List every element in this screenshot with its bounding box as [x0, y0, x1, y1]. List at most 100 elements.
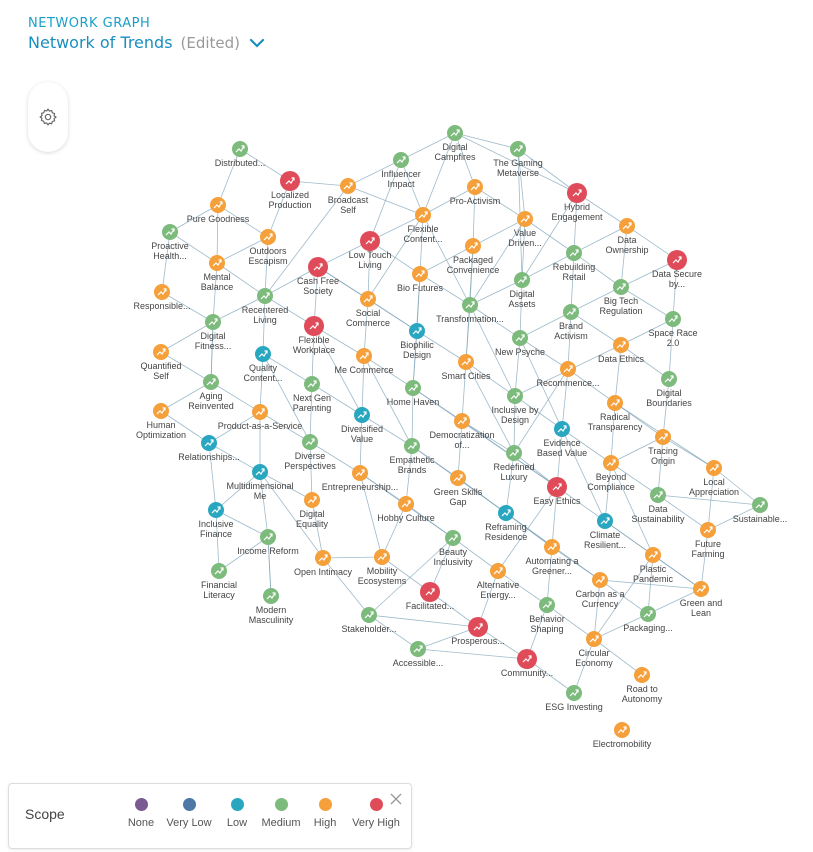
graph-node[interactable]: Brand Activism — [554, 304, 588, 341]
graph-node[interactable]: Big Tech Regulation — [599, 279, 643, 316]
graph-title-selector[interactable]: Network of Trends (Edited) — [28, 33, 266, 52]
graph-node[interactable]: Democratization of... — [429, 413, 495, 450]
node-circle[interactable] — [586, 631, 602, 647]
node-circle[interactable] — [208, 502, 224, 518]
graph-node[interactable]: Inclusive by Design — [491, 388, 539, 425]
node-circle[interactable] — [260, 229, 276, 245]
node-circle[interactable] — [410, 641, 426, 657]
node-circle[interactable] — [614, 722, 630, 738]
graph-node[interactable]: Proactive Health... — [151, 224, 189, 261]
node-circle[interactable] — [613, 337, 629, 353]
graph-node[interactable]: Influencer Impact — [381, 152, 421, 189]
graph-node[interactable]: Localized Production — [268, 171, 312, 210]
graph-node[interactable]: Green Skills Gap — [434, 470, 483, 507]
node-circle[interactable] — [665, 311, 681, 327]
node-circle[interactable] — [211, 563, 227, 579]
graph-node[interactable]: Digital Equality — [296, 492, 329, 529]
graph-node[interactable]: Rebuilding Retail — [553, 245, 596, 282]
node-circle[interactable] — [405, 380, 421, 396]
graph-node[interactable]: Alternative Energy... — [477, 563, 520, 600]
graph-node[interactable]: Open Intimacy — [294, 550, 353, 577]
graph-node[interactable]: Radical Transparency — [588, 395, 643, 432]
node-circle[interactable] — [514, 272, 530, 288]
node-circle[interactable] — [554, 421, 570, 437]
graph-node[interactable]: Home Haven — [387, 380, 440, 407]
node-circle[interactable] — [490, 563, 506, 579]
node-circle[interactable] — [304, 492, 320, 508]
graph-node[interactable]: Tracing Origin — [648, 429, 678, 466]
graph-node[interactable]: Community... — [501, 649, 553, 678]
graph-title[interactable]: Network of Trends — [28, 33, 173, 52]
graph-node[interactable]: Pro-Activism — [450, 179, 501, 206]
legend-item-very-low[interactable]: Very Low — [163, 798, 215, 829]
node-circle[interactable] — [360, 231, 380, 251]
graph-node[interactable]: Redefined Luxury — [493, 445, 535, 482]
legend-item-low[interactable]: Low — [215, 798, 259, 829]
node-circle[interactable] — [201, 435, 217, 451]
node-circle[interactable] — [458, 354, 474, 370]
node-circle[interactable] — [360, 291, 376, 307]
node-circle[interactable] — [361, 607, 377, 623]
graph-node[interactable]: Income Reform — [237, 529, 299, 556]
node-circle[interactable] — [700, 522, 716, 538]
node-circle[interactable] — [205, 314, 221, 330]
node-circle[interactable] — [162, 224, 178, 240]
graph-node[interactable]: Broadcast Self — [328, 178, 369, 215]
legend-item-medium[interactable]: Medium — [259, 798, 303, 829]
node-circle[interactable] — [640, 606, 656, 622]
node-circle[interactable] — [445, 530, 461, 546]
node-circle[interactable] — [752, 497, 768, 513]
graph-node[interactable]: Flexible Content... — [403, 207, 443, 244]
graph-node[interactable]: Low Touch Living — [349, 231, 392, 270]
legend-item-very-high[interactable]: Very High — [347, 798, 405, 829]
node-circle[interactable] — [566, 685, 582, 701]
node-circle[interactable] — [693, 581, 709, 597]
node-circle[interactable] — [706, 460, 722, 476]
node-circle[interactable] — [356, 348, 372, 364]
graph-node[interactable]: Cash Free Society — [297, 257, 339, 296]
graph-node[interactable]: Facilitated... — [406, 582, 455, 611]
graph-node[interactable]: Plastic Pandemic — [633, 547, 674, 584]
node-circle[interactable] — [352, 465, 368, 481]
node-circle[interactable] — [613, 279, 629, 295]
node-circle[interactable] — [465, 238, 481, 254]
graph-node[interactable]: Data Ethics — [598, 337, 645, 364]
graph-node[interactable]: Smart Cities — [441, 354, 491, 381]
node-circle[interactable] — [507, 388, 523, 404]
node-circle[interactable] — [603, 455, 619, 471]
graph-node[interactable]: Entrepreneurship... — [322, 465, 399, 492]
graph-node[interactable]: Multidimensional Me — [226, 464, 294, 501]
settings-button[interactable] — [28, 82, 68, 152]
node-circle[interactable] — [304, 376, 320, 392]
graph-node[interactable]: Hybrid Engagement — [551, 183, 603, 222]
chevron-down-icon[interactable] — [248, 34, 266, 52]
graph-node[interactable]: Stakeholder... — [341, 607, 397, 634]
graph-node[interactable]: Digital Fitness... — [195, 314, 232, 351]
node-circle[interactable] — [209, 255, 225, 271]
graph-node[interactable]: Beauty Inclusivity — [433, 530, 473, 567]
graph-node[interactable]: Carbon as a Currency — [575, 572, 625, 609]
graph-node[interactable]: Climate Resilient... — [584, 513, 626, 550]
graph-node[interactable]: Road to Autonomy — [622, 667, 663, 704]
node-circle[interactable] — [232, 141, 248, 157]
node-circle[interactable] — [154, 284, 170, 300]
node-circle[interactable] — [252, 404, 268, 420]
graph-node[interactable]: Digital Assets — [508, 272, 536, 309]
node-circle[interactable] — [304, 316, 324, 336]
graph-node[interactable]: Mental Balance — [201, 255, 234, 292]
graph-node[interactable]: Diversified Value — [341, 407, 383, 444]
graph-node[interactable]: Accessible... — [393, 641, 444, 668]
graph-node[interactable]: Green and Lean — [680, 581, 723, 618]
graph-node[interactable]: Next Gen Parenting — [293, 376, 332, 413]
node-circle[interactable] — [255, 346, 271, 362]
node-circle[interactable] — [655, 429, 671, 445]
graph-node[interactable]: Quality Content... — [243, 346, 283, 383]
node-circle[interactable] — [650, 487, 666, 503]
graph-node[interactable]: Diverse Perspectives — [284, 434, 336, 471]
node-circle[interactable] — [374, 549, 390, 565]
graph-node[interactable]: Responsible... — [133, 284, 191, 311]
node-circle[interactable] — [257, 288, 273, 304]
graph-node[interactable]: Behavior Shaping — [529, 597, 565, 634]
node-circle[interactable] — [498, 505, 514, 521]
